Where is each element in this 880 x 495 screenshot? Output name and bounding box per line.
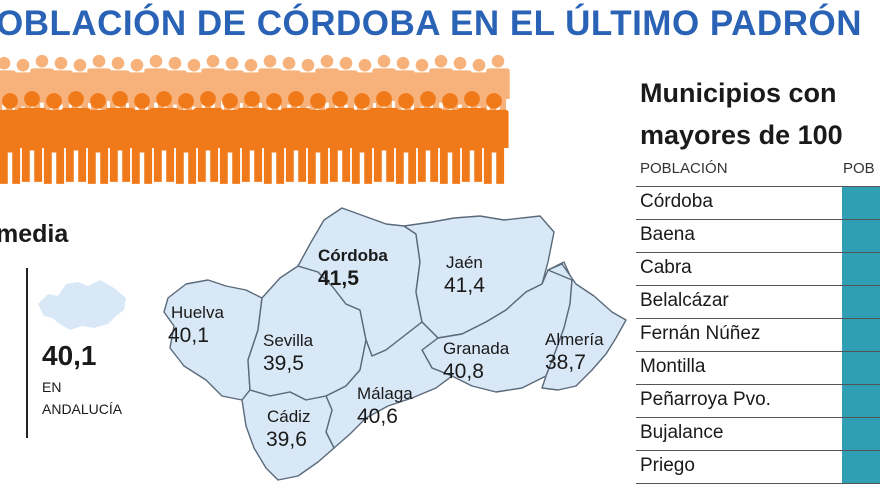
population-cell: [842, 418, 880, 450]
province-value: 40,6: [357, 405, 398, 428]
municipio-name: Cabra: [640, 257, 692, 278]
average-caption-line2: ANDALUCÍA: [42, 401, 123, 417]
crowd-illustration: [0, 54, 510, 184]
column-header-pob: POB: [843, 160, 875, 177]
province-value: 39,6: [266, 428, 307, 451]
province-value: 41,4: [444, 274, 485, 297]
headline: OBLACIÓN DE CÓRDOBA EN EL ÚLTIMO PADRÓN: [0, 4, 862, 43]
average-value: 40,1: [42, 340, 97, 371]
province-value: 40,8: [443, 360, 484, 383]
population-cell: [842, 220, 880, 252]
municipio-name: Bujalance: [640, 422, 724, 443]
municipio-name: Montilla: [640, 356, 706, 377]
table-title-line2: mayores de 100: [640, 120, 843, 150]
province-label-cordoba: Córdoba 41,5: [318, 246, 388, 292]
population-cell: [842, 187, 880, 219]
province-name: Córdoba: [318, 246, 388, 265]
population-cell: [842, 451, 880, 483]
province-name: Jaén: [446, 253, 483, 272]
table-row: Priego: [636, 451, 880, 484]
average-caption-line1: EN: [42, 379, 62, 395]
province-label-cadiz: Cádiz 39,6: [266, 407, 310, 453]
population-cell: [842, 352, 880, 384]
andalusia-mini-map: [38, 280, 126, 330]
table-row: Belalcázar: [636, 286, 880, 319]
andalusia-map: [163, 207, 627, 481]
province-label-malaga: Málaga 40,6: [357, 384, 413, 430]
province-value: 40,1: [168, 324, 209, 347]
table-row: Fernán Núñez: [636, 319, 880, 352]
table-row: Baena: [636, 220, 880, 253]
population-cell: [842, 253, 880, 285]
crowd-front-row: [0, 91, 509, 184]
province-name: Cádiz: [267, 407, 311, 426]
province-name: Sevilla: [263, 331, 314, 350]
province-name: Granada: [443, 339, 510, 358]
municipio-name: Baena: [640, 224, 695, 245]
table-row: Córdoba: [636, 186, 880, 220]
table-row: Peñarroya Pvo.: [636, 385, 880, 418]
province-shape-cadiz: [241, 389, 335, 481]
province-name: Huelva: [171, 303, 224, 322]
municipio-name: Peñarroya Pvo.: [640, 389, 771, 410]
average-caption: EN ANDALUCÍA: [42, 376, 152, 420]
column-header-poblacion: POBLACIÓN: [640, 160, 728, 177]
table-row: Bujalance: [636, 418, 880, 451]
municipio-name: Fernán Núñez: [640, 323, 761, 344]
population-cell: [842, 385, 880, 417]
table-row: Cabra: [636, 253, 880, 286]
population-cell: [842, 319, 880, 351]
table-row: Montilla: [636, 352, 880, 385]
province-value: 38,7: [545, 351, 586, 374]
province-label-sevilla: Sevilla 39,5: [263, 331, 313, 377]
average-divider: [26, 268, 28, 438]
province-name: Almería: [545, 330, 604, 349]
municipio-name: Belalcázar: [640, 290, 729, 311]
province-shape-almeria: [541, 263, 627, 391]
province-label-almeria: Almería 38,7: [545, 330, 604, 376]
table-title: Municipios con mayores de 100: [640, 72, 843, 156]
municipios-table: Córdoba Baena Cabra Belalcázar Fernán Núñez M…: [636, 186, 880, 484]
table-title-line1: Municipios con: [640, 78, 837, 108]
average-heading: media: [0, 220, 69, 248]
municipio-name: Córdoba: [640, 191, 713, 212]
province-shape-malaga: [325, 321, 453, 449]
province-name: Málaga: [357, 384, 413, 403]
province-label-granada: Granada 40,8: [443, 339, 509, 385]
municipio-name: Priego: [640, 455, 695, 476]
population-cell: [842, 286, 880, 318]
province-label-huelva: Huelva 40,1: [168, 303, 224, 349]
province-value: 39,5: [263, 352, 304, 375]
province-value: 41,5: [318, 267, 359, 290]
province-label-jaen: Jaén 41,4: [444, 253, 485, 299]
